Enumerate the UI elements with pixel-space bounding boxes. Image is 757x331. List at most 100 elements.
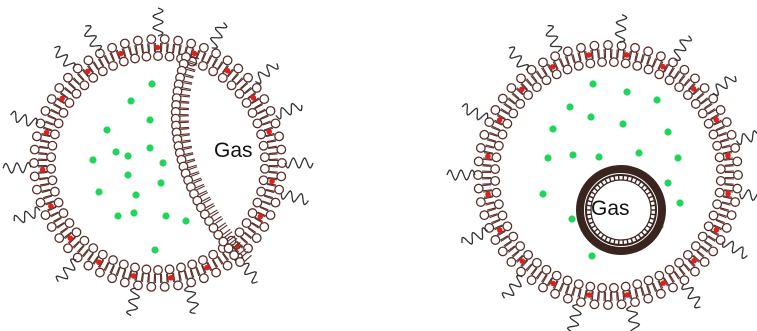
lipid-head [247,107,258,118]
lipid-head [732,156,743,167]
lipid-head [573,60,584,71]
lipid-tail [216,61,223,70]
lipid-tail [186,67,196,71]
lipid-head [94,48,105,59]
bubble-lipid [613,239,616,245]
lipid-tail [110,264,116,274]
lipid-head [49,129,60,140]
lipid-tail [181,87,192,90]
lipid-tail [724,184,734,187]
lipid-tail [227,69,235,78]
lipid-tail [641,286,645,296]
lipid-head [502,221,513,232]
lipid-head [733,170,743,180]
lipid-tail [696,92,704,100]
lipid-tail [263,195,273,200]
drug-dot [587,113,595,121]
lipid-head [715,175,726,186]
lipid-tail [692,88,701,96]
lipid-tail [700,98,709,105]
lipid-tail [617,291,620,301]
lipid-head [674,82,685,93]
lipid-tail [585,290,588,300]
lipid-tail [526,263,533,272]
lipid-head [258,140,269,151]
lipid-tail [723,157,733,160]
lipid-head [259,94,270,105]
lipid-tail [64,232,73,240]
lipid-head [118,259,129,270]
lipid-tail [186,159,196,164]
lipid-head [64,98,75,108]
lipid-tail [721,145,731,149]
lipid-tail [181,140,191,144]
lipid-head [712,199,723,210]
peg-chain [446,169,476,181]
lipid-tail [43,126,53,131]
bubble-lipid [626,175,629,181]
lipid-tail [572,287,576,297]
lipid-tail [63,231,72,239]
lipid-head [251,233,262,243]
lipid-tail [646,285,650,295]
lipid-head [506,257,517,267]
drug-dot [162,212,170,220]
lipid-tail [198,190,208,196]
lipid-tail [683,263,691,271]
cholesterol-dot [48,203,54,209]
lipid-tail [511,250,520,257]
bubble-lipid [600,181,605,186]
lipid-tail [115,266,120,276]
lipid-head [259,221,270,232]
lipid-head [235,257,245,267]
lipid-tail [525,79,533,87]
lipid-head [243,243,253,254]
drug-dot [132,191,140,199]
lipid-head [46,163,57,174]
lipid-tail [646,56,652,66]
lipid-tail [622,291,625,301]
lipid-head [531,257,542,268]
lipid-head [491,152,502,163]
lipid-tail [135,272,139,282]
lipid-head [550,51,561,62]
lipid-tail [211,57,217,67]
lipid-tail [183,147,193,151]
lipid-tail [268,171,278,174]
lipid-tail [254,217,263,224]
lipid-tail [489,131,499,137]
left-outer-lipid-bilayer [29,34,287,292]
lipid-tail [127,270,132,280]
lipid-head [243,72,253,83]
lipid-head [64,218,75,228]
lipid-head [576,42,586,53]
lipid-tail [265,132,275,137]
lipid-tail [236,78,244,86]
lipid-head [173,35,184,46]
drug-dot [112,148,120,156]
drug-dot [549,125,557,133]
lipid-head [668,282,678,293]
lipid-tail [64,86,73,94]
lipid-tail [688,259,696,267]
lipid-tail [240,236,249,244]
lipid-tail [38,146,48,149]
lipid-tail [485,145,495,149]
lipid-tail [53,217,62,224]
peg-chain [673,35,693,61]
lipid-tail [205,203,214,209]
lipid-tail [140,272,144,282]
lipid-head [118,56,129,67]
lipid-tail [180,102,190,104]
lipid-tail [207,55,213,64]
lipid-head [682,90,693,101]
bubble-lipid [646,224,652,229]
lipid-tail [652,58,658,68]
cholesterol-dot [59,95,65,102]
lipid-tail [179,121,189,124]
lipid-tail [566,285,570,295]
lipid-head [562,46,573,57]
lipid-tail [87,252,94,261]
lipid-head [726,210,737,221]
lipid-head [198,42,209,53]
